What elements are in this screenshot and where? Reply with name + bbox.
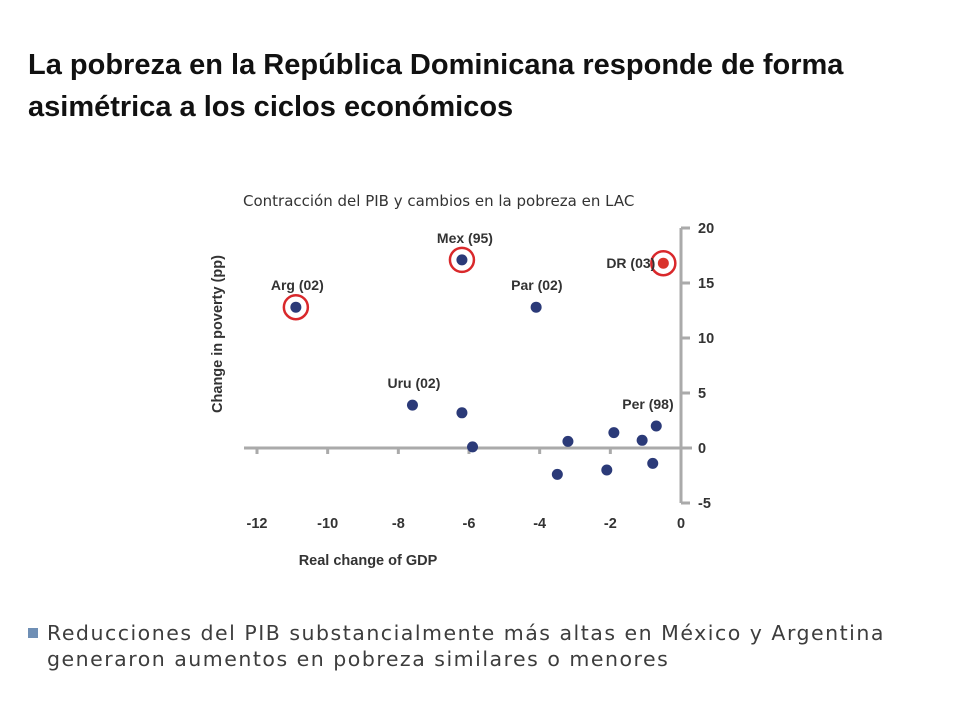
x-tick-label: -8 [392, 516, 405, 532]
point-label: DR (03) [606, 255, 655, 271]
y-tick-label: 5 [698, 386, 706, 402]
x-tick-label: -2 [604, 516, 617, 532]
x-tick-label: -12 [247, 516, 268, 532]
x-axis-title: Real change of GDP [299, 553, 438, 569]
data-point [647, 457, 659, 469]
data-point [650, 420, 662, 432]
highlight-ring [448, 246, 476, 274]
y-tick-label: -5 [698, 496, 711, 512]
point-label: Uru (02) [387, 375, 440, 391]
data-point [636, 434, 648, 446]
x-tick-label: -4 [533, 516, 546, 532]
square-bullet-icon [28, 628, 38, 638]
scatter-chart: -12 -10 -8 -6 -4 -2 0 20 15 10 5 0 -5 Arg (02) Mex (9… [210, 221, 714, 569]
chart-subtitle: Contracción del PIB y cambios en la pobr… [243, 192, 635, 210]
y-tick-label: 0 [698, 441, 706, 457]
bullet-text: Reducciones del PIB substancialmente más… [47, 621, 885, 671]
axes: -12 -10 -8 -6 -4 -2 0 20 15 10 5 0 -5 [244, 221, 714, 532]
data-point [608, 427, 620, 439]
y-tick-label: 15 [698, 276, 714, 292]
x-tick-label: -6 [463, 516, 476, 532]
data-point [467, 441, 479, 453]
x-tick-label: 0 [677, 516, 685, 532]
data-point [290, 301, 302, 313]
y-axis-title: Change in poverty (pp) [210, 255, 226, 413]
highlight-ring [282, 293, 310, 321]
y-tick-label: 20 [698, 221, 714, 237]
point-label: Mex (95) [437, 230, 493, 246]
data-point [406, 399, 418, 411]
data-point [601, 464, 613, 476]
slide-title: La pobreza en la República Dominicana re… [28, 49, 844, 123]
data-point [562, 435, 574, 447]
data-point [456, 407, 468, 419]
x-tick-label: -10 [317, 516, 338, 532]
highlight-ring [650, 249, 677, 277]
data-point [530, 301, 542, 313]
data-point [657, 257, 669, 269]
y-tick-label: 10 [698, 331, 714, 347]
point-label: Par (02) [511, 277, 562, 293]
point-label: Arg (02) [271, 277, 324, 293]
point-labels: Arg (02) Mex (95) DR (03) Par (02) Uru (02) P… [271, 230, 674, 412]
point-label: Per (98) [622, 396, 673, 412]
data-points [282, 246, 677, 480]
data-point [551, 468, 563, 480]
data-point [456, 254, 468, 266]
